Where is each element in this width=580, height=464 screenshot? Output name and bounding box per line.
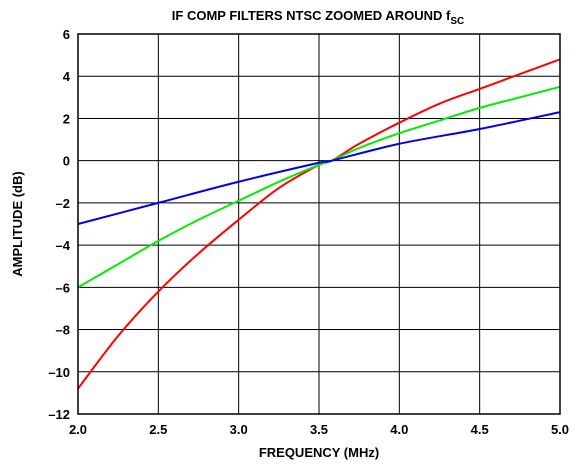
x-tick-labels: 2.0 2.5 3.0 3.5 4.0 4.5 5.0 [69,422,569,437]
y-tick-label: 6 [63,27,70,42]
x-tick-label: 3.5 [310,422,328,437]
series-line-2 [77,111,561,225]
y-tick-label: –2 [56,196,70,211]
y-tick-label: –12 [48,407,70,422]
x-tick-label: 4.0 [390,422,408,437]
y-tick-label: –10 [48,365,70,380]
x-tick-label: 2.0 [69,422,87,437]
x-tick-label: 4.5 [471,422,489,437]
y-tick-label: 0 [63,154,70,169]
x-axis-label: FREQUENCY (MHz) [259,445,379,460]
x-tick-label: 3.0 [230,422,248,437]
plot-frame [77,33,561,415]
x-tick-label: 5.0 [551,422,569,437]
chart-title-subscript: SC [450,16,464,27]
y-tick-label: –8 [56,323,70,338]
y-tick-label: –6 [56,280,70,295]
y-tick-labels: 6 4 2 0 –2 –4 –6 –8 –10 –12 [48,27,70,422]
series-group [77,58,561,390]
y-tick-label: 2 [63,111,70,126]
chart-title: IF COMP FILTERS NTSC ZOOMED AROUND fSC [172,8,464,27]
y-tick-label: 4 [63,69,71,84]
x-tick-label: 2.5 [149,422,167,437]
y-tick-label: –4 [56,238,71,253]
grid [78,34,560,414]
y-axis-label: AMPLITUDE (dB) [10,171,25,276]
